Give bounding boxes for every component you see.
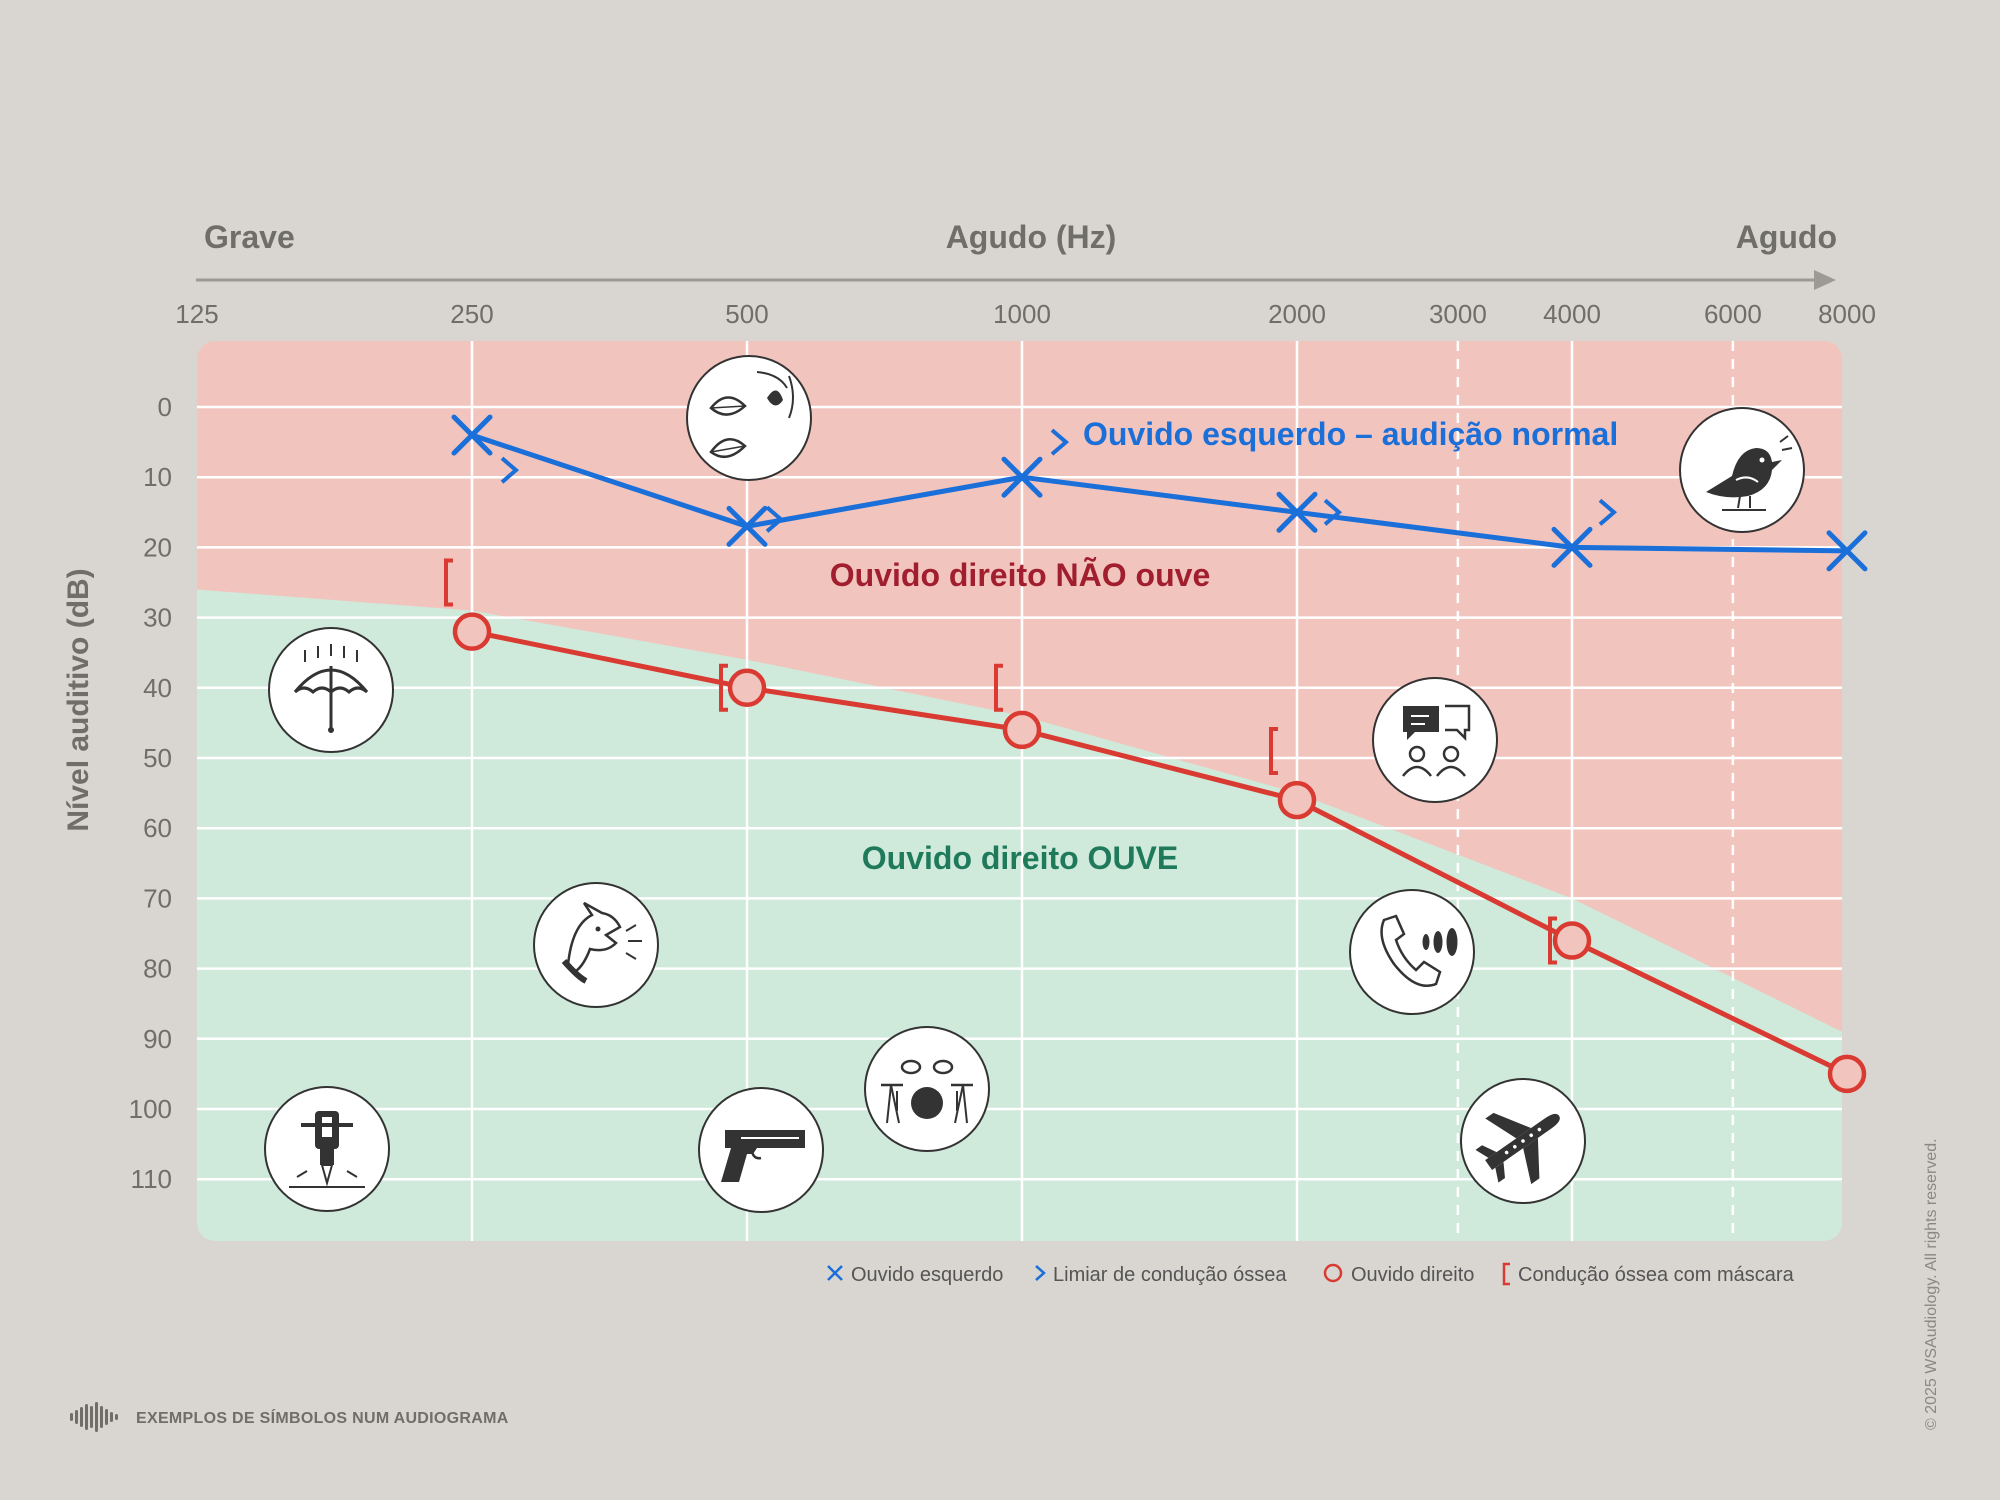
y-tick-label: 60 [143,813,172,843]
legend-right-ear: Ouvido direito [1323,1263,1474,1286]
right-ear-marker [1277,780,1317,820]
left-ear-marker [1826,530,1868,572]
left-ear-marker [451,414,493,456]
cannot-hear-label: Ouvido direito NÃO ouve [830,557,1210,593]
bone-conduction-marker [1050,428,1070,456]
legend-label: Ouvido direito [1351,1264,1474,1286]
x-tick-label: 6000 [1704,299,1762,329]
left-ear-line [471,432,1848,554]
low-pitch-label: Grave [204,219,295,255]
conversation-icon [1372,677,1498,803]
y-tick-label: 40 [143,673,172,703]
right-ear-marker [1002,710,1042,750]
masked-bone-conduction-marker [444,558,453,607]
copyright-notice: © 2025 WSAudiology. All rights reserved. [1923,1138,1940,1430]
y-tick-label: 100 [129,1094,172,1124]
left-ear-marker [1276,491,1318,533]
x-tick-label: 125 [175,299,218,329]
bone-conduction-marker [1598,498,1618,526]
y-axis-title: Nível auditivo (dB) [62,568,95,831]
plot-area [197,341,1842,1241]
y-tick-label: 50 [143,743,172,773]
y-tick-label: 20 [143,532,172,562]
y-tick-label: 30 [143,603,172,633]
x-tick-label: 8000 [1818,299,1876,329]
legend-label: Limiar de condução óssea [1053,1264,1287,1286]
handgun-icon [698,1087,824,1213]
masked-bone-conduction-marker [994,663,1003,712]
legend-x-marker [827,1265,843,1281]
legend-label: Ouvido esquerdo [851,1264,1003,1286]
right-ear-marker [727,668,767,708]
masked-bone-conduction-marker [1548,916,1557,965]
right-ear-line [471,629,1849,1077]
x-tick-label: 250 [450,299,493,329]
legend-bone-conduction: Limiar de condução óssea [1035,1264,1287,1286]
bone-conduction-marker [765,505,785,533]
masked-bone-conduction-marker [719,663,728,712]
right-ear-marker [452,612,492,651]
dog-barking-icon [533,882,659,1008]
right-ear-marker [1552,921,1592,960]
x-tick-label: 1000 [993,299,1051,329]
bone-conduction-marker [1323,498,1343,526]
jackhammer-icon [264,1086,390,1212]
drum-kit-icon [864,1026,990,1152]
bone-conduction-marker [500,456,520,484]
x-tick-label: 3000 [1429,299,1487,329]
legend-chevron-marker [1035,1265,1046,1281]
airplane-icon [1460,1078,1586,1204]
masked-bone-conduction-marker [1269,726,1278,775]
leaves-rustling-icon [686,355,812,481]
legend: Ouvido esquerdo Limiar de condução óssea… [827,1262,1795,1286]
frequency-arrow [196,270,1836,290]
y-tick-label: 110 [131,1164,172,1194]
legend-o-marker [1323,1263,1343,1283]
left-ear-marker [1551,526,1593,568]
left-ear-marker [726,505,768,547]
legend-left-ear: Ouvido esquerdo [827,1264,1003,1286]
right-ear-marker [1827,1054,1867,1094]
can-hear-region [197,589,1842,1241]
y-tick-label: 70 [143,883,172,913]
soundwave-logo-icon [70,1402,118,1432]
x-tick-label: 2000 [1268,299,1326,329]
left-ear-annotation: Ouvido esquerdo – audição normal [1083,416,1618,452]
footer-title: EXEMPLOS DE SÍMBOLOS NUM AUDIOGRAMA [136,1408,509,1427]
bird-chirping-icon [1679,407,1805,533]
legend-bracket-marker [1502,1262,1510,1286]
legend-label: Condução óssea com máscara [1518,1264,1795,1286]
y-tick-label: 10 [143,462,172,492]
rain-umbrella-icon [268,627,394,753]
y-tick-label: 80 [143,954,172,984]
frequency-axis-title: Agudo (Hz) [946,219,1117,255]
legend-masked-bone-conduction: Condução óssea com máscara [1502,1262,1795,1286]
can-hear-label: Ouvido direito OUVE [862,840,1178,876]
y-tick-label: 90 [143,1024,172,1054]
x-tick-label: 500 [725,299,768,329]
y-tick-label: 0 [158,392,172,422]
phone-ringing-icon [1349,889,1475,1015]
x-tick-label: 4000 [1543,299,1601,329]
left-ear-marker [1001,456,1043,498]
high-pitch-label: Agudo [1736,219,1837,255]
